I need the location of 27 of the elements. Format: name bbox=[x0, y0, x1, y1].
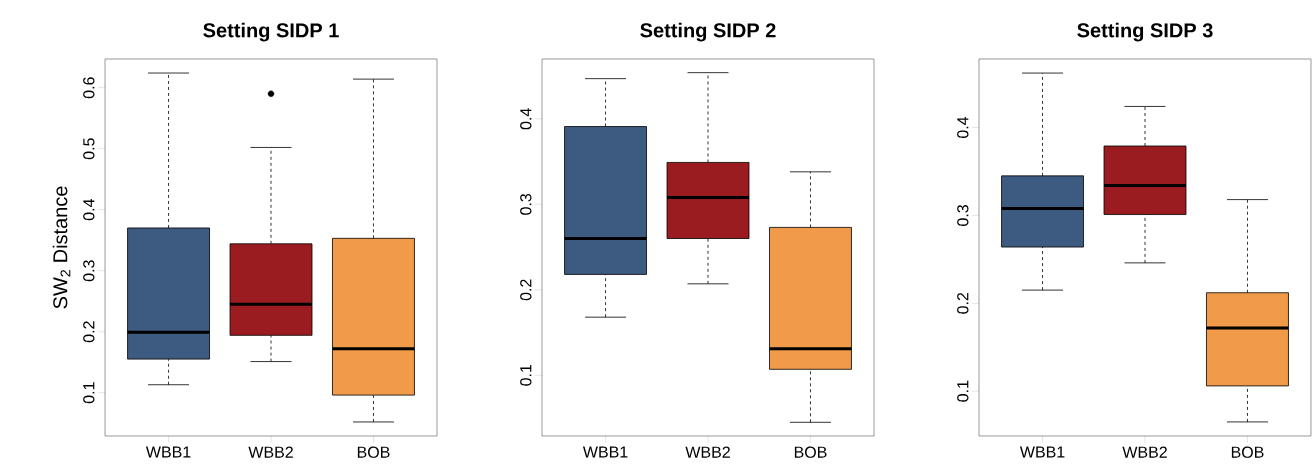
y-tick-label: 0.3 bbox=[520, 193, 532, 215]
y-tick-label: 0.1 bbox=[520, 364, 532, 386]
x-tick-label: WBB1 bbox=[1019, 446, 1065, 458]
y-tick-label: 0.3 bbox=[83, 260, 95, 282]
x-tick-label: WBB2 bbox=[1122, 446, 1167, 458]
y-tick-label: 0.3 bbox=[957, 205, 969, 226]
x-tick-label: WBB2 bbox=[685, 446, 730, 458]
chart-title: Setting SIDP 3 bbox=[1077, 22, 1213, 42]
y-tick-label: 0.4 bbox=[520, 108, 532, 130]
y-tick-label: 0.2 bbox=[957, 292, 969, 314]
x-tick-label: BOB bbox=[794, 446, 827, 458]
x-tick-label: BOB bbox=[357, 446, 390, 458]
y-tick-label: 0.4 bbox=[83, 199, 95, 221]
x-tick-label: WBB1 bbox=[582, 446, 628, 458]
y-tick-label: 0.2 bbox=[520, 279, 532, 301]
y-tick-label: 0.4 bbox=[957, 116, 969, 139]
y-tick-label: 0.1 bbox=[957, 380, 969, 402]
chart-title: Setting SIDP 1 bbox=[203, 22, 339, 42]
y-axis-title: SW$_{2}$ Distance bbox=[52, 186, 71, 309]
y-tick-label: 0.1 bbox=[83, 382, 95, 404]
x-tick-label: WBB2 bbox=[248, 446, 293, 458]
y-tick-label: 0.2 bbox=[83, 321, 95, 343]
y-tick-label: 0.5 bbox=[83, 138, 95, 160]
y-tick-label: 0.6 bbox=[83, 77, 95, 99]
x-tick-label: BOB bbox=[1231, 446, 1264, 458]
x-tick-label: WBB1 bbox=[145, 446, 191, 458]
chart-title: Setting SIDP 2 bbox=[640, 22, 776, 42]
